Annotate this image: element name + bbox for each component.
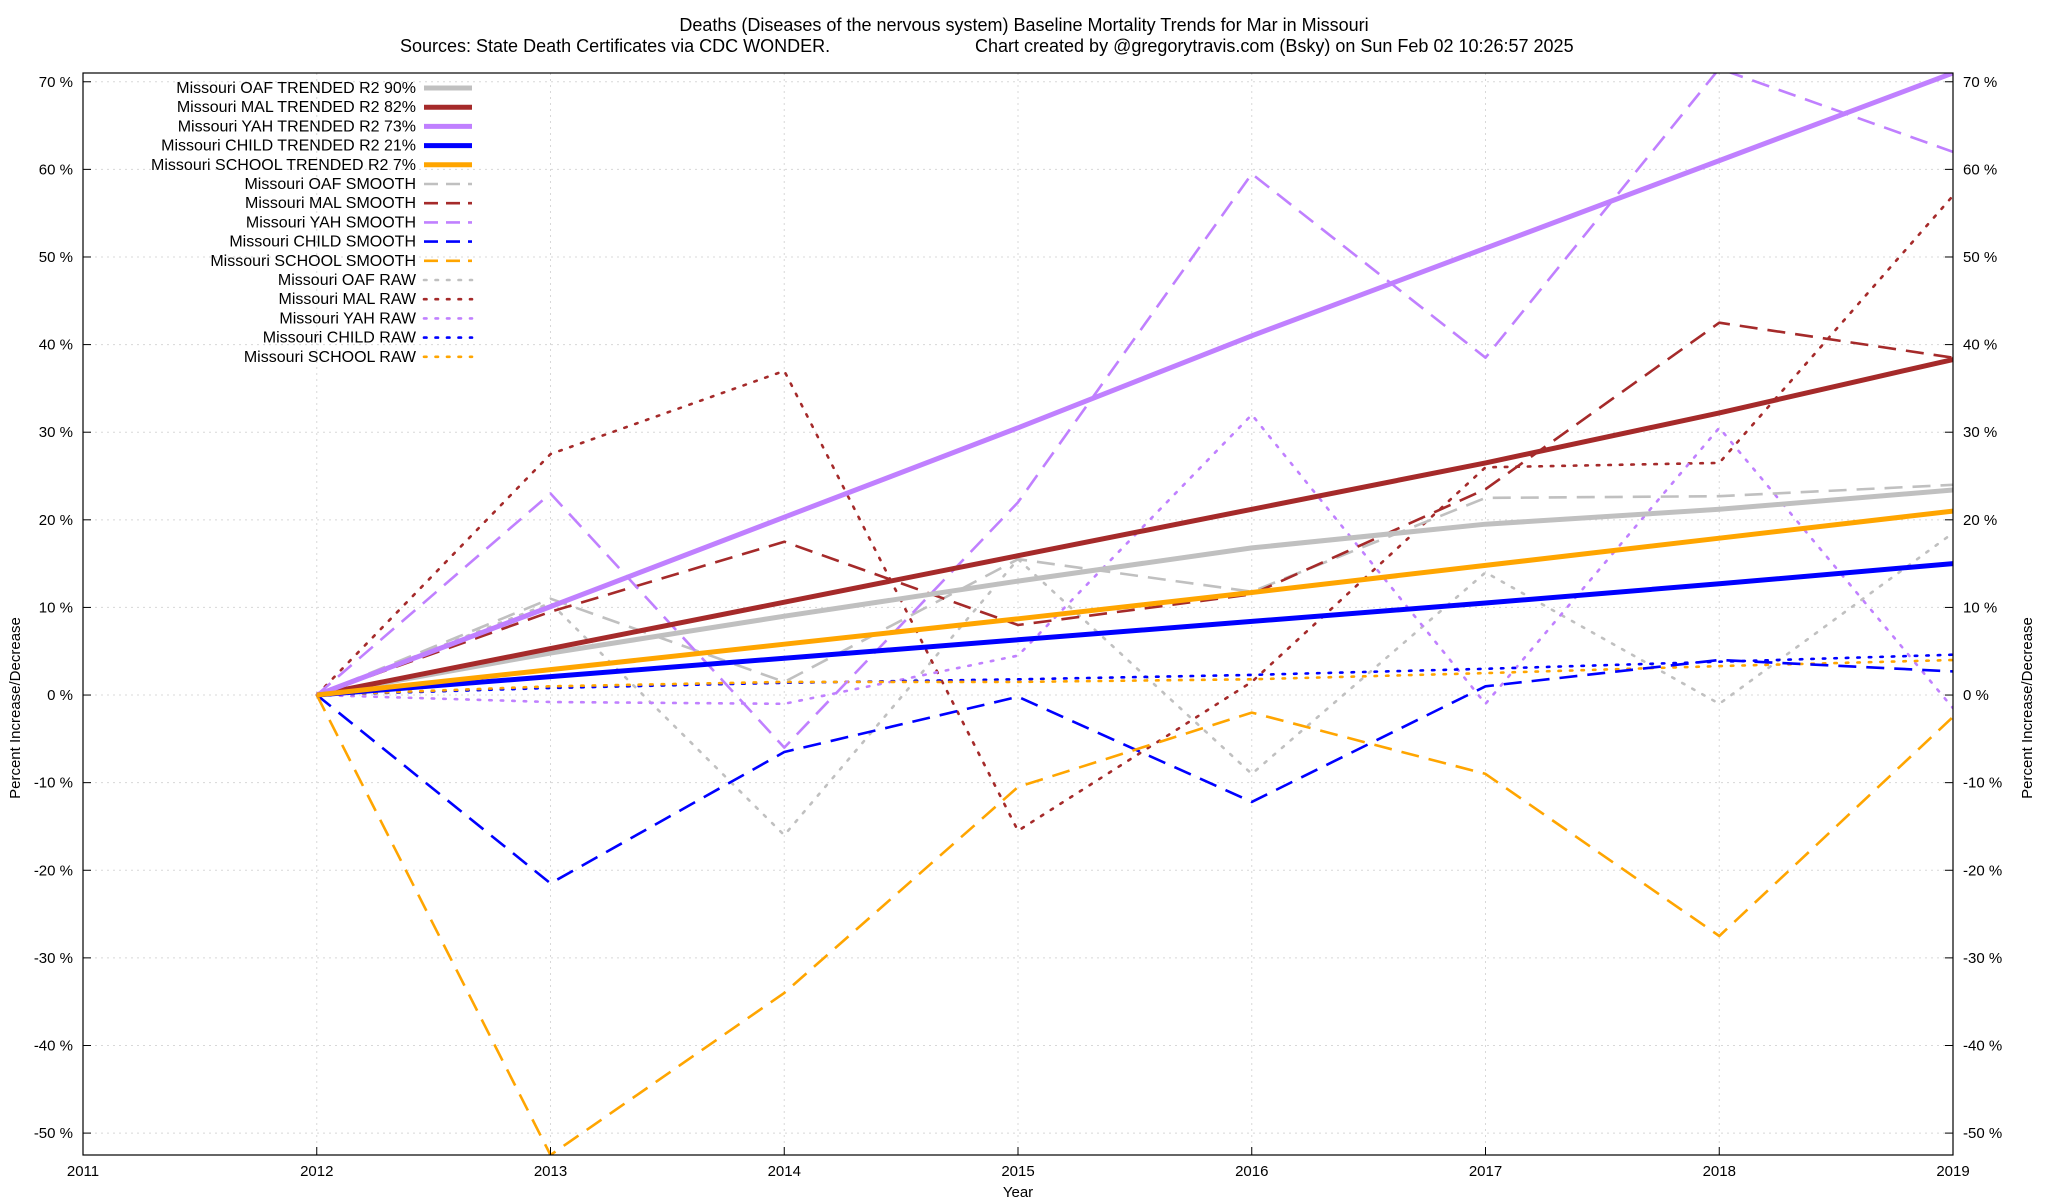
y-tick-label-right: -40 %: [1963, 1037, 2002, 1054]
series-line-raw-14: [315, 658, 1953, 697]
series-line-trend-0: [316, 487, 1953, 698]
legend-entry-label: Missouri MAL SMOOTH: [245, 195, 416, 212]
y-tick-label-right: 50 %: [1963, 249, 1997, 266]
y-tick-label-left: -30 %: [34, 950, 73, 967]
legend-entry-label: Missouri MAL RAW: [279, 291, 417, 308]
axis-ticks: -50 % -50 % -40 % -40 % -30 % -30 % -20 % -20 %…: [34, 74, 2002, 1180]
y-tick-label-left: 30 %: [39, 424, 73, 441]
y-tick-label-left: 40 %: [39, 337, 73, 354]
y-tick-label-left: -40 %: [34, 1037, 73, 1054]
legend-entry-label: Missouri YAH SMOOTH: [246, 214, 416, 231]
x-tick-label: 2018: [1703, 1163, 1736, 1180]
x-tick-label: 2013: [534, 1163, 567, 1180]
y-tick-label-right: 70 %: [1963, 74, 1997, 91]
series-line-smooth-9: [315, 694, 1953, 1155]
series-line-trend-4: [316, 508, 1953, 698]
y-tick-label-left: -50 %: [34, 1125, 73, 1142]
x-tick-label: 2011: [67, 1163, 99, 1180]
series-line-smooth-6: [316, 321, 1953, 697]
y-tick-label-left: 70 %: [39, 74, 73, 91]
legend-entry-label: Missouri YAH TRENDED R2 73%: [178, 118, 416, 135]
x-axis-label: Year: [1003, 1184, 1033, 1200]
legend-entry-label: Missouri OAF SMOOTH: [244, 176, 416, 193]
legend-entry-label: Missouri SCHOOL TRENDED R2 7%: [151, 157, 416, 174]
y-tick-label-left: -20 %: [34, 862, 73, 879]
chart-subtitle-source: Sources: State Death Certificates via CD…: [400, 36, 830, 56]
y-tick-label-right: 40 %: [1963, 337, 1997, 354]
x-tick-label: 2019: [1936, 1163, 1969, 1180]
legend-entry-label: Missouri SCHOOL SMOOTH: [210, 253, 416, 270]
series-line-trend-1: [316, 357, 1953, 698]
y-tick-label-left: 10 %: [39, 599, 73, 616]
legend-entry-label: Missouri CHILD RAW: [263, 330, 417, 347]
y-tick-label-right: -50 %: [1963, 1125, 2002, 1142]
series-line-raw-12: [315, 413, 1953, 710]
series-line-smooth-7: [315, 73, 1953, 749]
x-tick-label: 2017: [1469, 1163, 1502, 1180]
y-tick-label-right: 10 %: [1963, 599, 1997, 616]
chart-title: Deaths (Diseases of the nervous system) …: [679, 15, 1368, 35]
y-tick-label-right: 0 %: [1963, 687, 1989, 704]
y-tick-label-right: -10 %: [1963, 775, 2002, 792]
x-tick-label: 2014: [768, 1163, 801, 1180]
legend-entry-label: Missouri OAF RAW: [278, 272, 417, 289]
x-tick-label: 2012: [300, 1163, 333, 1180]
series-line-raw-13: [315, 653, 1953, 697]
x-tick-label: 2015: [1001, 1163, 1034, 1180]
y-tick-label-left: 20 %: [39, 512, 73, 529]
series-line-raw-11: [315, 194, 1953, 833]
y-tick-label-right: -30 %: [1963, 950, 2002, 967]
legend-entry-label: Missouri YAH RAW: [279, 310, 417, 327]
series-line-trend-3: [316, 561, 1953, 698]
series-lines: [315, 73, 1953, 1155]
y-tick-label-left: 60 %: [39, 161, 73, 178]
legend-entry-label: Missouri OAF TRENDED R2 90%: [176, 80, 416, 97]
legend-entry-label: Missouri SCHOOL RAW: [244, 349, 417, 366]
y-tick-label-left: 50 %: [39, 249, 73, 266]
legend-entry-label: Missouri CHILD TRENDED R2 21%: [161, 138, 416, 155]
y-axis-label-right: Percent Increase/Decrease: [2019, 617, 2036, 799]
y-tick-label-right: 20 %: [1963, 512, 1997, 529]
legend-entry-label: Missouri CHILD SMOOTH: [229, 234, 416, 251]
y-axis-label-left: Percent Increase/Decrease: [7, 617, 24, 799]
x-tick-label: 2016: [1235, 1163, 1268, 1180]
y-tick-label-left: -10 %: [34, 775, 73, 792]
y-tick-label-left: 0 %: [47, 687, 73, 704]
legend: Missouri OAF TRENDED R2 90% Missouri MAL …: [151, 80, 474, 366]
series-line-smooth-5: [316, 483, 1953, 697]
y-tick-label-right: -20 %: [1963, 862, 2002, 879]
chart-subtitle-credit: Chart created by @gregorytravis.com (Bsk…: [975, 36, 1574, 56]
y-tick-label-right: 30 %: [1963, 424, 1997, 441]
legend-entry-label: Missouri MAL TRENDED R2 82%: [177, 99, 416, 116]
y-tick-label-right: 60 %: [1963, 161, 1997, 178]
series-line-trend-2: [315, 73, 1953, 698]
